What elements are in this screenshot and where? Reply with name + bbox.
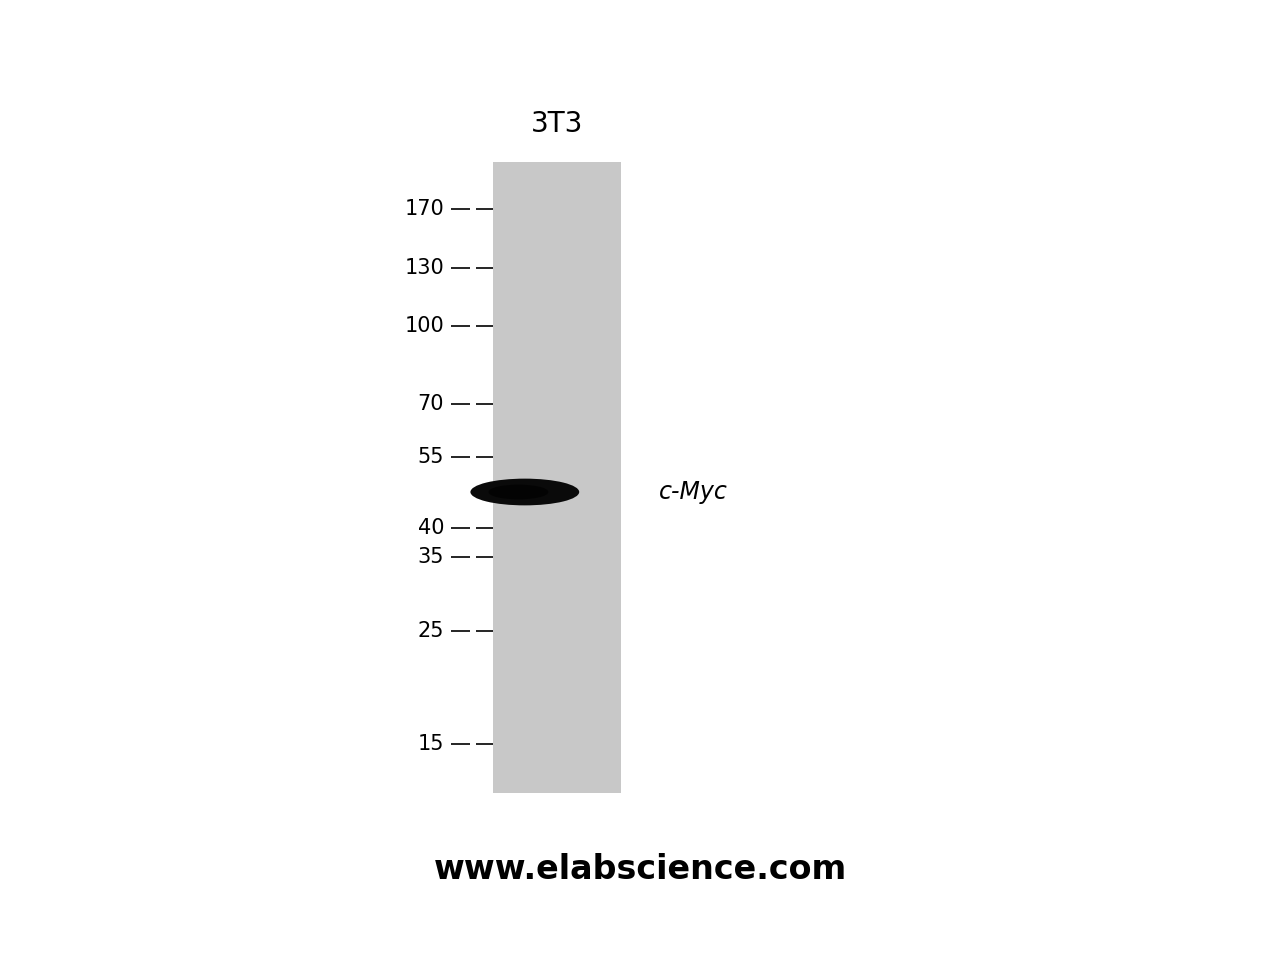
- Ellipse shape: [489, 484, 548, 499]
- Ellipse shape: [471, 478, 580, 505]
- Bar: [493, 162, 621, 793]
- Text: 25: 25: [417, 621, 444, 641]
- Text: 55: 55: [417, 447, 444, 467]
- Text: 130: 130: [404, 258, 444, 278]
- Text: c-Myc: c-Myc: [659, 480, 728, 504]
- Text: 15: 15: [417, 733, 444, 753]
- Text: 70: 70: [417, 394, 444, 414]
- Text: 3T3: 3T3: [531, 111, 582, 138]
- Text: 170: 170: [404, 199, 444, 219]
- Text: 35: 35: [417, 547, 444, 567]
- Text: 100: 100: [404, 316, 444, 336]
- Text: www.elabscience.com: www.elabscience.com: [434, 853, 846, 885]
- Text: 40: 40: [417, 518, 444, 538]
